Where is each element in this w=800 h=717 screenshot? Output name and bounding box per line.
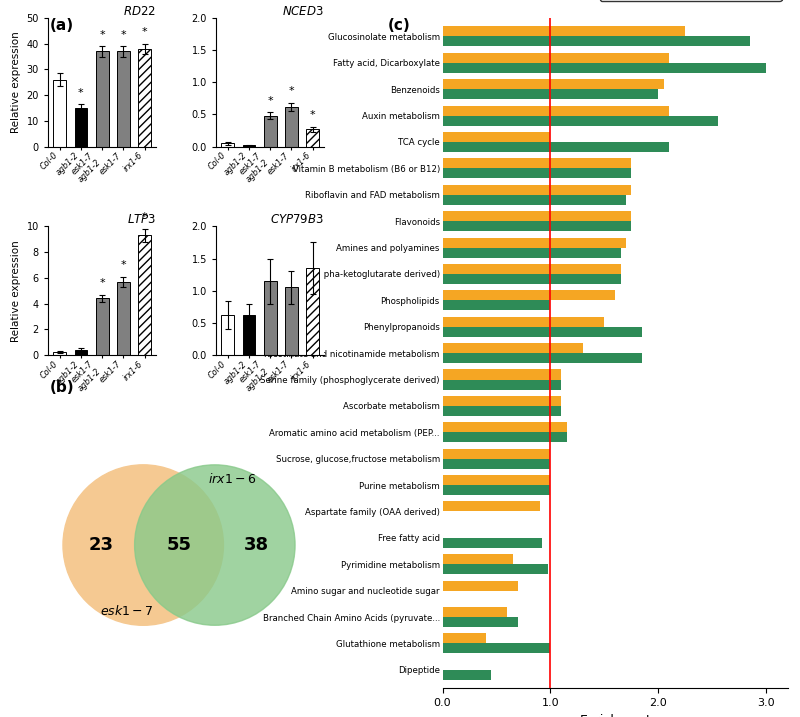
Bar bbox=[442, 221, 631, 231]
Bar bbox=[442, 670, 491, 680]
Text: *: * bbox=[99, 278, 105, 288]
Bar bbox=[442, 264, 621, 274]
Circle shape bbox=[134, 465, 295, 625]
Text: *: * bbox=[267, 96, 273, 106]
Bar bbox=[442, 475, 550, 485]
Bar bbox=[442, 158, 631, 168]
Y-axis label: Relative expression: Relative expression bbox=[11, 239, 21, 341]
Text: 55: 55 bbox=[166, 536, 191, 554]
Bar bbox=[442, 142, 670, 152]
Bar bbox=[442, 105, 670, 115]
Bar bbox=[442, 247, 621, 257]
Circle shape bbox=[63, 465, 223, 625]
Bar bbox=[442, 396, 562, 406]
Text: *: * bbox=[310, 110, 315, 120]
Bar bbox=[306, 268, 319, 355]
Bar bbox=[222, 143, 234, 146]
Bar bbox=[96, 298, 109, 355]
Text: *: * bbox=[142, 212, 147, 222]
Text: *: * bbox=[289, 87, 294, 96]
Bar bbox=[442, 633, 486, 643]
Bar bbox=[264, 281, 277, 355]
Bar bbox=[442, 422, 566, 432]
Bar bbox=[285, 288, 298, 355]
Text: (c): (c) bbox=[388, 18, 410, 33]
Legend: $\it{esk1-7}$, $\it{irx1-6}$: $\it{esk1-7}$, $\it{irx1-6}$ bbox=[600, 0, 782, 1]
Bar bbox=[442, 617, 518, 627]
Bar bbox=[285, 107, 298, 146]
Bar bbox=[442, 459, 550, 469]
Bar bbox=[222, 315, 234, 355]
Bar bbox=[96, 52, 109, 146]
Text: *: * bbox=[121, 30, 126, 40]
X-axis label: Enrichment: Enrichment bbox=[579, 713, 651, 717]
Text: *: * bbox=[78, 87, 84, 98]
Bar bbox=[442, 115, 718, 125]
Bar bbox=[442, 195, 626, 205]
Bar bbox=[442, 290, 615, 300]
Text: $\it{LTP3}$: $\it{LTP3}$ bbox=[127, 214, 156, 227]
Bar bbox=[442, 406, 562, 416]
Bar bbox=[442, 327, 642, 337]
Text: (a): (a) bbox=[50, 18, 74, 33]
Text: $\it{NCED3}$: $\it{NCED3}$ bbox=[282, 5, 324, 18]
Text: (b): (b) bbox=[50, 380, 74, 395]
Text: $\it{RD22}$: $\it{RD22}$ bbox=[123, 5, 156, 18]
Bar bbox=[117, 52, 130, 146]
Bar bbox=[442, 554, 513, 564]
Text: 23: 23 bbox=[89, 536, 114, 554]
Bar bbox=[442, 369, 562, 379]
Bar bbox=[442, 581, 518, 591]
Bar bbox=[442, 300, 550, 310]
Bar bbox=[442, 211, 631, 221]
Bar bbox=[442, 89, 658, 99]
Bar bbox=[306, 129, 319, 146]
Text: 38: 38 bbox=[244, 536, 269, 554]
Bar bbox=[442, 379, 562, 389]
Bar bbox=[138, 235, 151, 355]
Bar bbox=[442, 607, 507, 617]
Bar bbox=[442, 168, 631, 179]
Text: $\it{CYP79B3}$: $\it{CYP79B3}$ bbox=[270, 214, 324, 227]
Bar bbox=[117, 282, 130, 355]
Bar bbox=[442, 485, 550, 495]
Bar bbox=[264, 115, 277, 146]
Bar bbox=[442, 343, 583, 353]
Bar bbox=[54, 80, 66, 146]
Bar bbox=[442, 274, 621, 284]
Text: $\it{esk1-7}$: $\it{esk1-7}$ bbox=[100, 604, 154, 618]
Bar bbox=[442, 564, 548, 574]
Bar bbox=[442, 449, 550, 459]
Bar bbox=[442, 237, 626, 247]
Bar bbox=[74, 108, 87, 146]
Y-axis label: Relative expression: Relative expression bbox=[11, 32, 21, 133]
Bar bbox=[442, 37, 750, 47]
Bar bbox=[442, 79, 664, 89]
Bar bbox=[442, 63, 766, 73]
Bar bbox=[54, 352, 66, 355]
Text: *: * bbox=[99, 30, 105, 40]
Bar bbox=[442, 432, 566, 442]
Bar bbox=[442, 317, 605, 327]
Bar bbox=[442, 185, 631, 195]
Bar bbox=[442, 132, 550, 142]
Bar bbox=[442, 53, 670, 63]
Bar bbox=[242, 315, 255, 355]
Text: *: * bbox=[121, 260, 126, 270]
Bar bbox=[442, 538, 542, 548]
Bar bbox=[442, 27, 686, 37]
Bar bbox=[442, 353, 642, 363]
Bar bbox=[74, 350, 87, 355]
Bar bbox=[442, 643, 550, 653]
Text: $\it{irx1-6}$: $\it{irx1-6}$ bbox=[208, 473, 257, 486]
Bar bbox=[138, 49, 151, 146]
Text: *: * bbox=[142, 27, 147, 37]
Bar bbox=[442, 501, 540, 511]
